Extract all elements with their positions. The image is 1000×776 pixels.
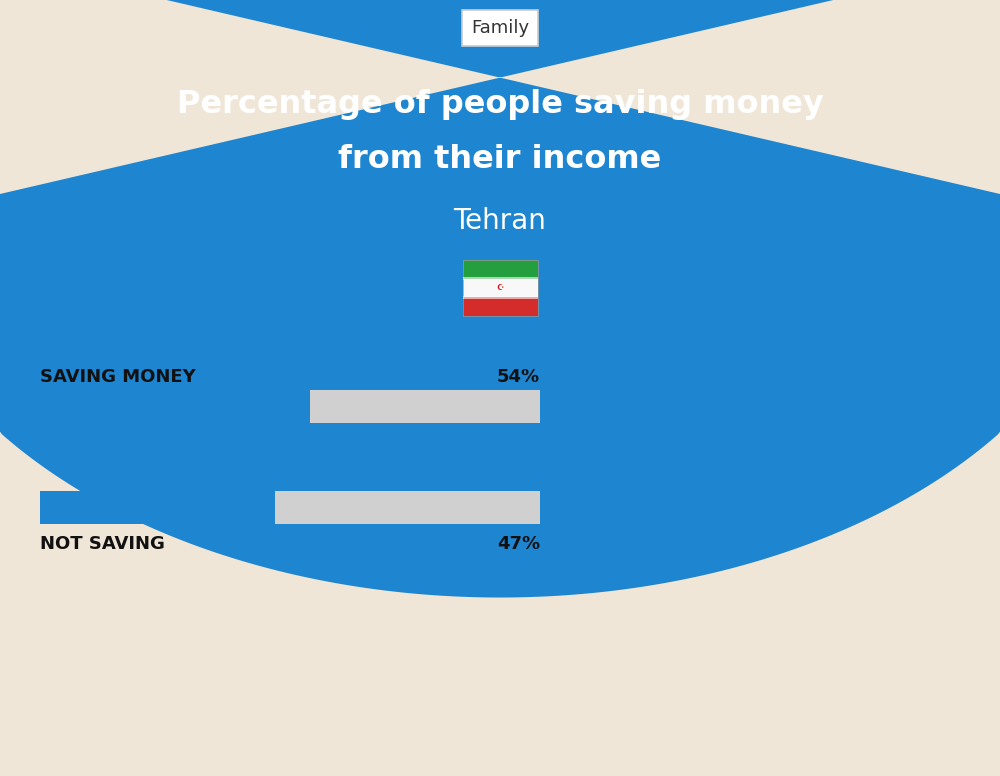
- Text: Percentage of people saving money: Percentage of people saving money: [177, 89, 823, 120]
- FancyBboxPatch shape: [40, 390, 310, 423]
- FancyBboxPatch shape: [40, 390, 540, 423]
- FancyBboxPatch shape: [40, 491, 275, 524]
- Text: from their income: from their income: [338, 144, 662, 175]
- FancyBboxPatch shape: [462, 279, 538, 297]
- Text: SAVING MONEY: SAVING MONEY: [40, 368, 196, 386]
- Text: 54%: 54%: [497, 368, 540, 386]
- FancyBboxPatch shape: [462, 260, 538, 279]
- FancyBboxPatch shape: [462, 296, 538, 299]
- Text: Family: Family: [471, 19, 529, 37]
- Text: ☪: ☪: [496, 283, 504, 293]
- FancyBboxPatch shape: [462, 297, 538, 316]
- FancyBboxPatch shape: [40, 491, 540, 524]
- Text: Tehran: Tehran: [454, 207, 546, 235]
- Polygon shape: [0, 0, 1000, 598]
- Text: 47%: 47%: [497, 535, 540, 553]
- Text: NOT SAVING: NOT SAVING: [40, 535, 165, 553]
- FancyBboxPatch shape: [462, 277, 538, 280]
